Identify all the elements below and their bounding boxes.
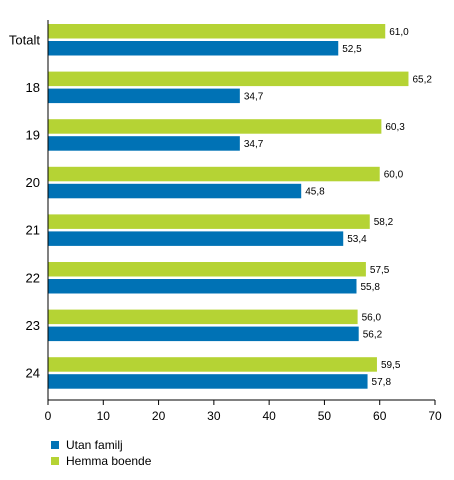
data-label-hemma-boende-23: 56,0 (362, 312, 382, 323)
category-label-19: 19 (26, 127, 40, 142)
category-label-18: 18 (26, 80, 40, 95)
data-label-utan-familj-20: 45,8 (305, 187, 325, 198)
x-axis: 0 10 20 30 40 50 60 70 (45, 20, 442, 423)
bar-hemma-boende-24 (48, 357, 377, 372)
data-label-hemma-boende-21: 58,2 (374, 217, 394, 228)
x-tick-label-60: 60 (373, 409, 387, 423)
data-label-utan-familj-19: 34,7 (244, 139, 264, 150)
category-label-23: 23 (26, 318, 40, 333)
bar-hemma-boende-23 (48, 309, 358, 325)
data-label-utan-familj-18: 34,7 (244, 91, 264, 102)
data-label-utan-familj-23: 56,2 (363, 329, 383, 340)
bar-utan-familj-21 (48, 231, 344, 246)
data-label-utan-familj-totalt: 52,5 (342, 44, 362, 55)
x-tick-label-40: 40 (262, 409, 276, 423)
data-label-hemma-boende-19: 60,3 (385, 122, 405, 133)
data-label-hemma-boende-24: 59,5 (381, 360, 401, 371)
bar-utan-familj-20 (48, 183, 302, 199)
bar-utan-familj-24 (48, 374, 368, 389)
bars-group: 61,0 52,5 65,2 34,7 60,3 34,7 60,0 45,8 58,2 53,4… (48, 24, 432, 389)
legend-swatch-utan-familj (51, 441, 59, 449)
legend-swatch-hemma-boende (51, 457, 59, 465)
bar-utan-familj-22 (48, 279, 357, 294)
category-labels: Totalt 18 19 20 21 22 23 24 (9, 32, 40, 380)
bar-utan-familj-23 (48, 326, 359, 342)
bar-utan-familj-totalt (48, 41, 339, 56)
category-label-21: 21 (26, 223, 40, 238)
bar-utan-familj-19 (48, 136, 240, 151)
category-label-20: 20 (26, 175, 40, 190)
bar-hemma-boende-21 (48, 214, 370, 229)
bar-hemma-boende-totalt (48, 24, 386, 39)
legend: Utan familj Hemma boende (51, 438, 152, 468)
data-label-hemma-boende-totalt: 61,0 (389, 27, 409, 38)
category-label-totalt: Totalt (9, 32, 40, 47)
x-tick-label-50: 50 (318, 409, 332, 423)
bar-utan-familj-18 (48, 88, 240, 104)
data-label-utan-familj-24: 57,8 (372, 377, 392, 388)
x-tick-label-30: 30 (207, 409, 221, 423)
bar-hemma-boende-22 (48, 262, 366, 277)
data-label-utan-familj-21: 53,4 (347, 234, 367, 245)
data-label-hemma-boende-20: 60,0 (384, 170, 404, 181)
category-label-24: 24 (26, 365, 40, 380)
x-tick-label-0: 0 (45, 409, 52, 423)
bar-hemma-boende-18 (48, 71, 409, 87)
bar-hemma-boende-20 (48, 166, 380, 182)
data-label-hemma-boende-22: 57,5 (370, 265, 390, 276)
bar-hemma-boende-19 (48, 119, 382, 134)
data-label-hemma-boende-18: 65,2 (412, 74, 432, 85)
legend-label-hemma-boende: Hemma boende (66, 454, 152, 468)
x-tick-label-20: 20 (152, 409, 166, 423)
data-label-utan-familj-22: 55,8 (360, 282, 380, 293)
x-tick-label-10: 10 (97, 409, 111, 423)
legend-label-utan-familj: Utan familj (66, 438, 123, 452)
category-label-22: 22 (26, 270, 40, 285)
x-tick-label-70: 70 (428, 409, 442, 423)
